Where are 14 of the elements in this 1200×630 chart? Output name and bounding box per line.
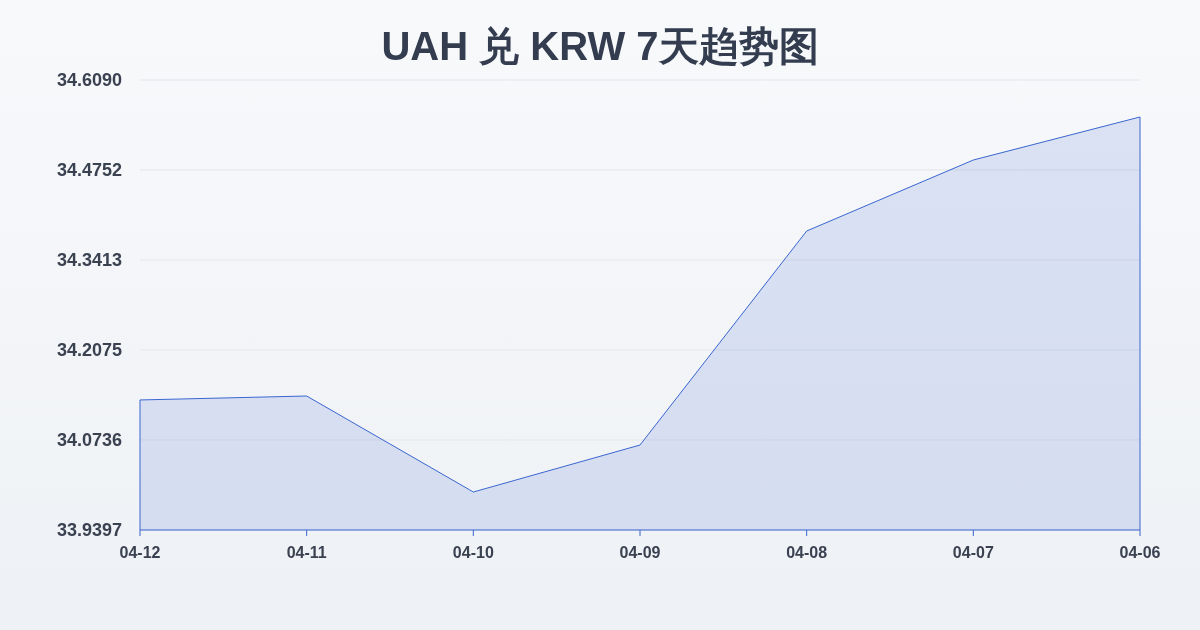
y-tick-label: 34.6090 <box>56 70 122 90</box>
x-tick-label: 04-10 <box>452 544 494 561</box>
y-tick-label: 34.3413 <box>56 249 122 270</box>
chart-title: UAH 兑 KRW 7天趋势图 <box>381 24 819 68</box>
x-tick-label: 04-08 <box>786 544 828 561</box>
y-tick-label: 34.2075 <box>56 339 122 360</box>
x-tick-label: 04-07 <box>952 544 994 561</box>
y-tick-label: 34.0736 <box>56 429 122 450</box>
y-tick-label: 33.9397 <box>56 520 122 540</box>
y-tick-label: 34.4752 <box>56 159 122 180</box>
x-tick-label: 04-06 <box>1119 544 1161 561</box>
x-tick-label: 04-12 <box>119 544 161 561</box>
x-tick-label: 04-09 <box>619 544 661 561</box>
x-tick-label: 04-11 <box>286 544 327 561</box>
